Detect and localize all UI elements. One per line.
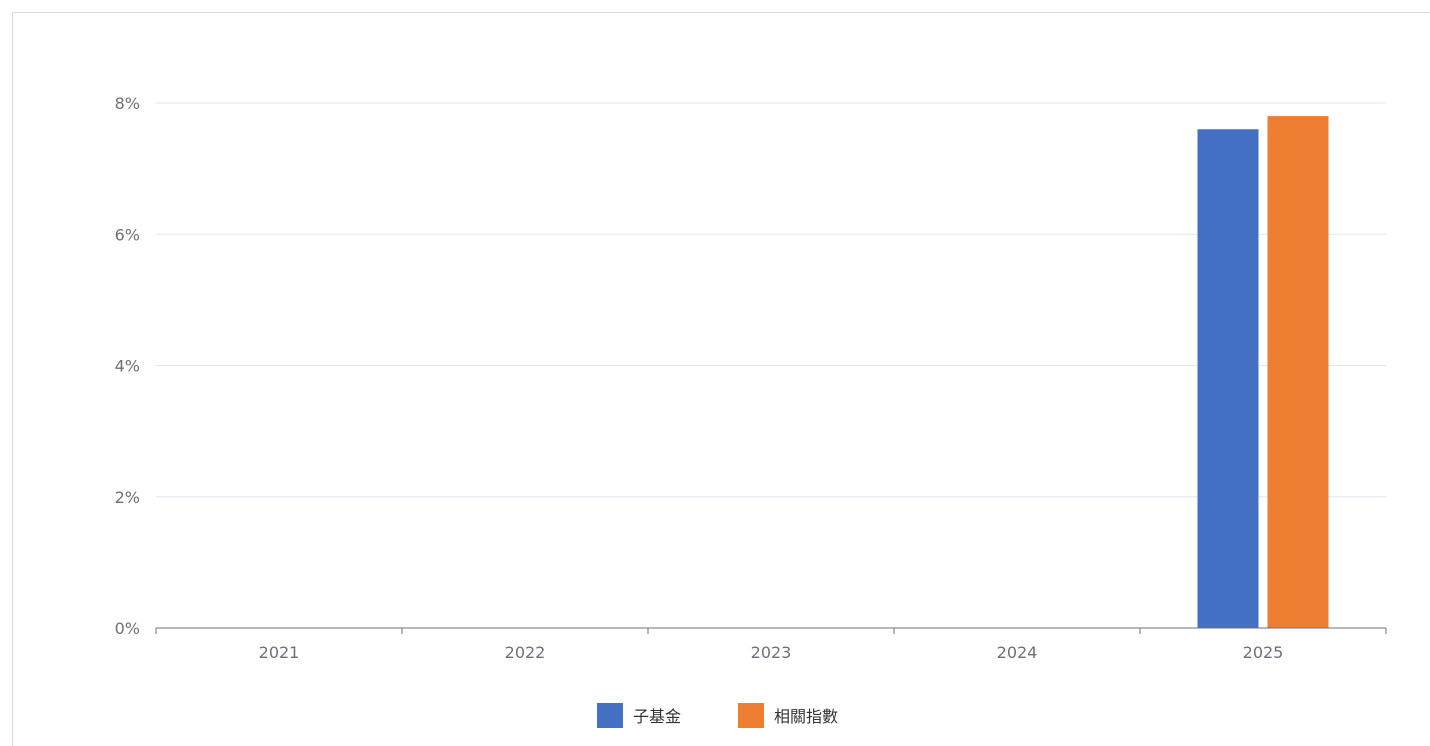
legend-label: 相關指數	[774, 707, 838, 726]
x-tick-label: 2021	[259, 643, 300, 662]
y-tick-label: 0%	[115, 619, 140, 638]
bar-fund-2025[interactable]	[1197, 129, 1259, 628]
legend-swatch	[738, 703, 764, 728]
legend-item-index[interactable]: 相關指數	[738, 703, 838, 728]
y-tick-label: 8%	[115, 94, 140, 113]
x-axis: 2021 2022 2023 2024 2025	[155, 627, 1387, 662]
y-tick-label: 6%	[115, 225, 140, 244]
bars	[1197, 116, 1329, 628]
bar-index-2025[interactable]	[1267, 116, 1329, 628]
y-axis-tick-labels: 0% 2% 4% 6% 8%	[115, 94, 140, 638]
x-tick-label: 2023	[751, 643, 792, 662]
legend-label: 子基金	[633, 707, 681, 726]
chart-panel	[12, 12, 1430, 746]
x-tick-label: 2025	[1243, 643, 1284, 662]
y-tick-label: 4%	[115, 357, 140, 376]
x-tick-label: 2022	[505, 643, 546, 662]
x-tick-label: 2024	[997, 643, 1038, 662]
legend-item-fund[interactable]: 子基金	[597, 703, 681, 728]
legend: 子基金 相關指數	[597, 703, 838, 728]
grid-lines	[156, 102, 1386, 498]
y-tick-label: 2%	[115, 488, 140, 507]
legend-swatch	[597, 703, 623, 728]
